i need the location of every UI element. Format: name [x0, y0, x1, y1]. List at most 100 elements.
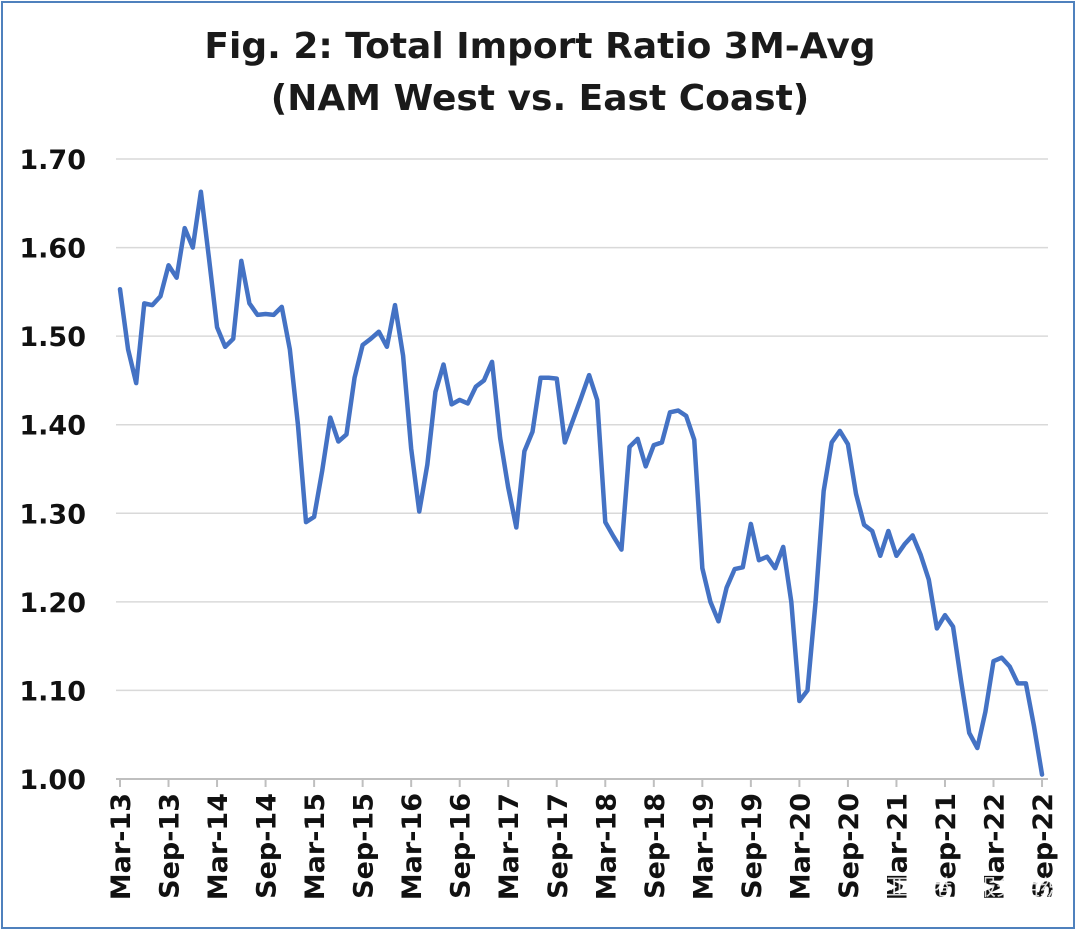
x-tick-label: Mar-17: [494, 793, 525, 900]
data-point: [627, 445, 632, 449]
data-point: [247, 301, 252, 305]
x-tick-label: Mar-18: [591, 793, 622, 900]
data-point: [943, 613, 947, 617]
data-point: [652, 443, 656, 447]
data-point: [393, 303, 397, 307]
data-point: [708, 600, 713, 604]
data-point: [886, 529, 890, 533]
x-tick-label: Sep-22: [1028, 793, 1059, 899]
data-point: [490, 360, 494, 364]
data-point: [1040, 772, 1044, 777]
data-point: [967, 731, 971, 735]
series-layer: [117, 189, 1045, 777]
data-point: [255, 313, 260, 317]
data-point: [239, 259, 243, 263]
data-point: [320, 469, 324, 473]
data-point: [773, 566, 777, 570]
x-tick-label: Sep-14: [252, 793, 283, 899]
gridlines: [116, 158, 1048, 780]
data-point: [369, 337, 373, 341]
data-point: [684, 414, 688, 418]
x-tick-label: Mar-19: [688, 793, 719, 900]
y-tick-label: 1.10: [19, 676, 86, 707]
data-point: [514, 525, 518, 530]
chart-subtitle: (NAM West vs. East Coast): [270, 78, 810, 119]
data-point: [716, 619, 721, 623]
x-tick-label: Sep-15: [349, 793, 380, 899]
data-point: [805, 688, 810, 693]
data-point: [175, 276, 179, 280]
data-point: [749, 522, 753, 526]
data-point: [878, 554, 882, 558]
data-point: [822, 489, 826, 493]
data-point: [134, 381, 138, 385]
data-point: [700, 566, 704, 570]
data-point: [927, 578, 931, 582]
data-point: [352, 376, 357, 380]
data-point: [862, 523, 866, 527]
data-point: [1016, 681, 1020, 685]
data-point: [741, 565, 745, 569]
data-point: [854, 492, 858, 496]
data-point: [361, 343, 365, 347]
data-point: [983, 710, 988, 714]
data-point: [272, 313, 276, 317]
y-axis: 1.70 1.60 1.50 1.40 1.30 1.20 1.10 1.00: [19, 145, 86, 796]
data-point: [441, 362, 446, 367]
data-point: [280, 305, 284, 309]
data-point: [595, 398, 599, 402]
data-point: [547, 376, 551, 380]
data-point: [935, 626, 939, 631]
x-tick-label: Mar-15: [300, 793, 331, 900]
x-tick-label: Sep-17: [543, 793, 574, 899]
data-point: [733, 567, 737, 571]
x-tick-label: Sep-19: [737, 793, 768, 899]
data-point: [902, 542, 907, 546]
data-point: [118, 287, 122, 291]
x-tick-label: Sep-20: [834, 793, 865, 899]
data-point: [263, 312, 268, 316]
x-tick-label: Sep-16: [446, 793, 477, 899]
chart-title: Fig. 2: Total Import Ratio 3M-Avg: [204, 26, 876, 67]
data-point: [813, 600, 818, 604]
y-tick-label: 1.40: [19, 411, 86, 442]
data-point: [401, 354, 405, 358]
y-tick-label: 1.70: [19, 145, 86, 176]
data-point: [975, 746, 979, 750]
data-point: [498, 436, 502, 440]
watermark-text: 亚太港口服务组织: [885, 876, 1062, 901]
data-point: [158, 294, 163, 298]
data-point: [894, 554, 899, 558]
data-point: [417, 509, 421, 514]
data-point: [183, 226, 187, 230]
data-point: [522, 449, 527, 453]
x-tick-label: Mar-16: [397, 793, 428, 900]
data-point: [288, 347, 292, 352]
data-point: [199, 190, 203, 194]
data-point: [911, 533, 915, 538]
x-tick-label: Mar-13: [106, 793, 137, 900]
data-point: [344, 432, 349, 437]
data-point: [166, 263, 171, 267]
data-point: [458, 398, 462, 402]
data-point: [215, 325, 219, 329]
x-tick-label: Sep-21: [931, 793, 962, 899]
data-point: [563, 440, 567, 445]
data-point: [207, 256, 211, 260]
data-point: [789, 600, 793, 604]
data-point: [781, 545, 785, 549]
data-point: [636, 437, 640, 441]
data-point: [603, 520, 607, 524]
data-point: [304, 520, 308, 524]
data-point: [555, 377, 559, 381]
x-tick-label: Mar-20: [785, 793, 816, 900]
data-point: [126, 347, 130, 352]
data-point: [191, 245, 195, 250]
data-point: [660, 440, 664, 445]
data-point: [619, 548, 624, 552]
data-point: [312, 515, 316, 519]
data-point: [296, 423, 300, 427]
y-tick-label: 1.30: [19, 499, 86, 530]
